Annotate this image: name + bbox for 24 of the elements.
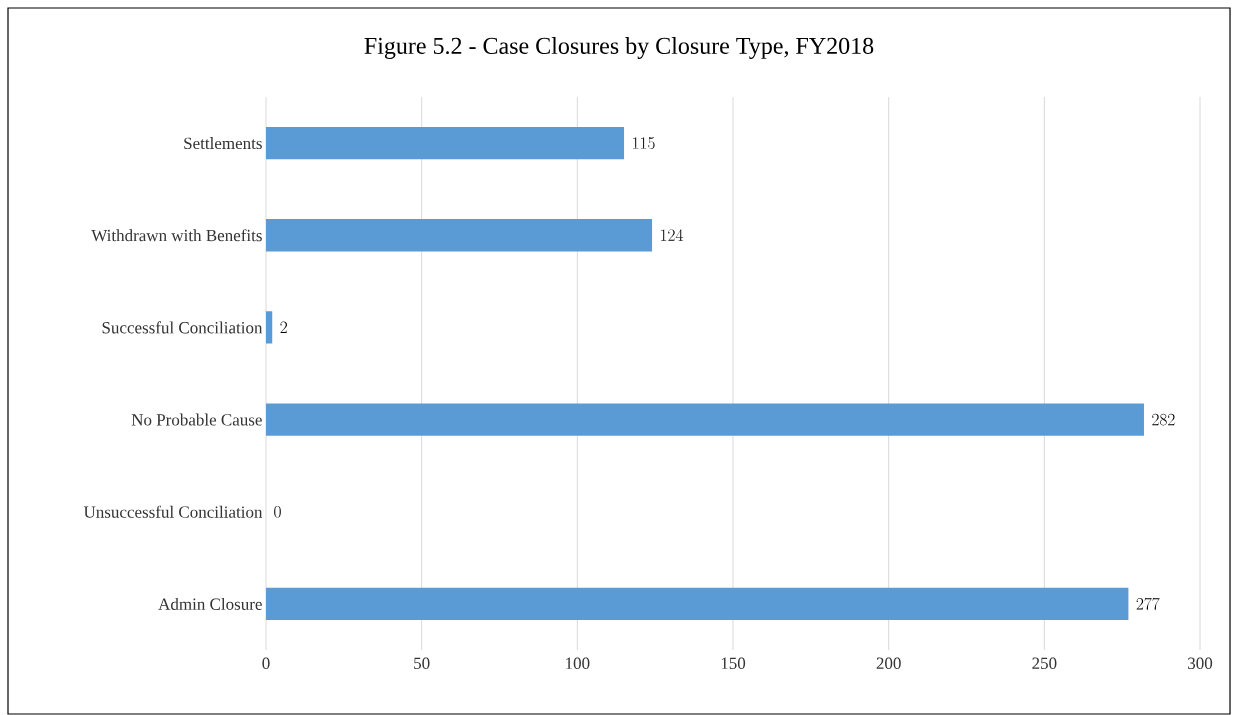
x-tick-label: 150 — [721, 657, 746, 670]
bar — [266, 219, 653, 252]
x-tick-label: 200 — [876, 657, 901, 670]
data-label: 2 — [280, 321, 287, 333]
y-tick-label: Admin Closure — [158, 597, 262, 610]
bar — [266, 587, 1129, 621]
bar — [266, 126, 625, 160]
data-label: 124 — [661, 229, 683, 241]
x-tick-label: 250 — [1032, 657, 1057, 670]
data-label: 0 — [274, 505, 281, 518]
y-tick-label: Unsuccessful Conciliation — [83, 505, 263, 518]
y-tick-label: Successful Conciliation — [102, 321, 263, 334]
y-tick-label: Settlements — [184, 137, 262, 150]
x-tick-label: 0 — [262, 657, 270, 670]
x-tick-label: 100 — [566, 657, 590, 670]
y-tick-label: Withdrawn with Benefits — [91, 229, 262, 242]
x-tick-label: 50 — [414, 657, 430, 670]
data-label: 277 — [1136, 597, 1160, 610]
data-label: 115 — [633, 137, 655, 149]
chart-title: Figure 5.2 - Case Closures by Closure Type, FY2018 — [364, 37, 874, 59]
x-tick-label: 300 — [1188, 657, 1213, 670]
y-tick-label: No Probable Cause — [131, 413, 262, 426]
bar — [266, 403, 1144, 436]
data-label: 282 — [1152, 413, 1175, 426]
